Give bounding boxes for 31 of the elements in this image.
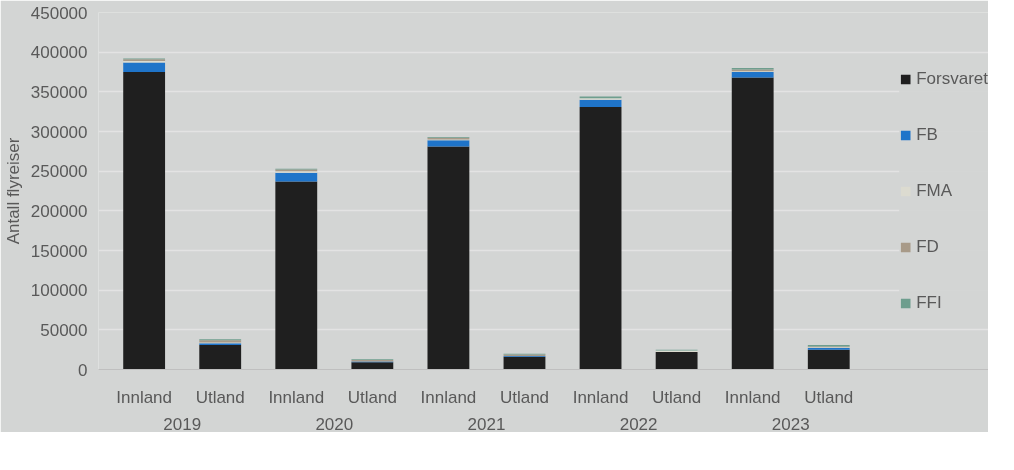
y-axis-title: Antall flyreiser <box>3 137 23 245</box>
text: 2019 <box>163 414 202 434</box>
text: 2021 <box>467 414 506 434</box>
text: 2023 <box>771 414 810 434</box>
x-tick-label: Innland <box>116 387 173 407</box>
x-tick-label: Innland <box>572 387 629 407</box>
y-tick-label: 50000 <box>40 320 88 340</box>
y-tick-label: 300000 <box>30 122 88 142</box>
x-tick-label: Utland <box>499 387 550 407</box>
y-tick-label: 250000 <box>30 162 88 182</box>
y-tick-label: 0 <box>78 360 88 380</box>
text: 2020 <box>315 414 354 434</box>
legend-label: FMA <box>916 180 953 201</box>
x-tick-label: Innland <box>420 387 477 407</box>
legend-label: FFI <box>916 292 942 313</box>
y-tick-label: 400000 <box>30 43 88 63</box>
x-tick-label: Utland <box>652 387 702 407</box>
y-tick-label: 450000 <box>30 3 88 23</box>
y-tick-label: 150000 <box>30 241 88 261</box>
x-tick-label: Innland <box>724 387 781 407</box>
legend-label: FD <box>916 236 939 257</box>
legend-label: FB <box>916 124 938 145</box>
x-tick-label: Utland <box>347 387 397 407</box>
legend-label: Forsvaret <box>916 68 988 89</box>
x-tick-label: Utland <box>195 387 245 407</box>
y-tick-label: 350000 <box>30 82 88 102</box>
x-tick-label: Utland <box>804 387 854 407</box>
text: 2022 <box>619 414 658 434</box>
y-tick-label: 100000 <box>30 281 88 301</box>
x-tick-label: Innland <box>268 387 325 407</box>
y-tick-label: 200000 <box>30 201 88 221</box>
